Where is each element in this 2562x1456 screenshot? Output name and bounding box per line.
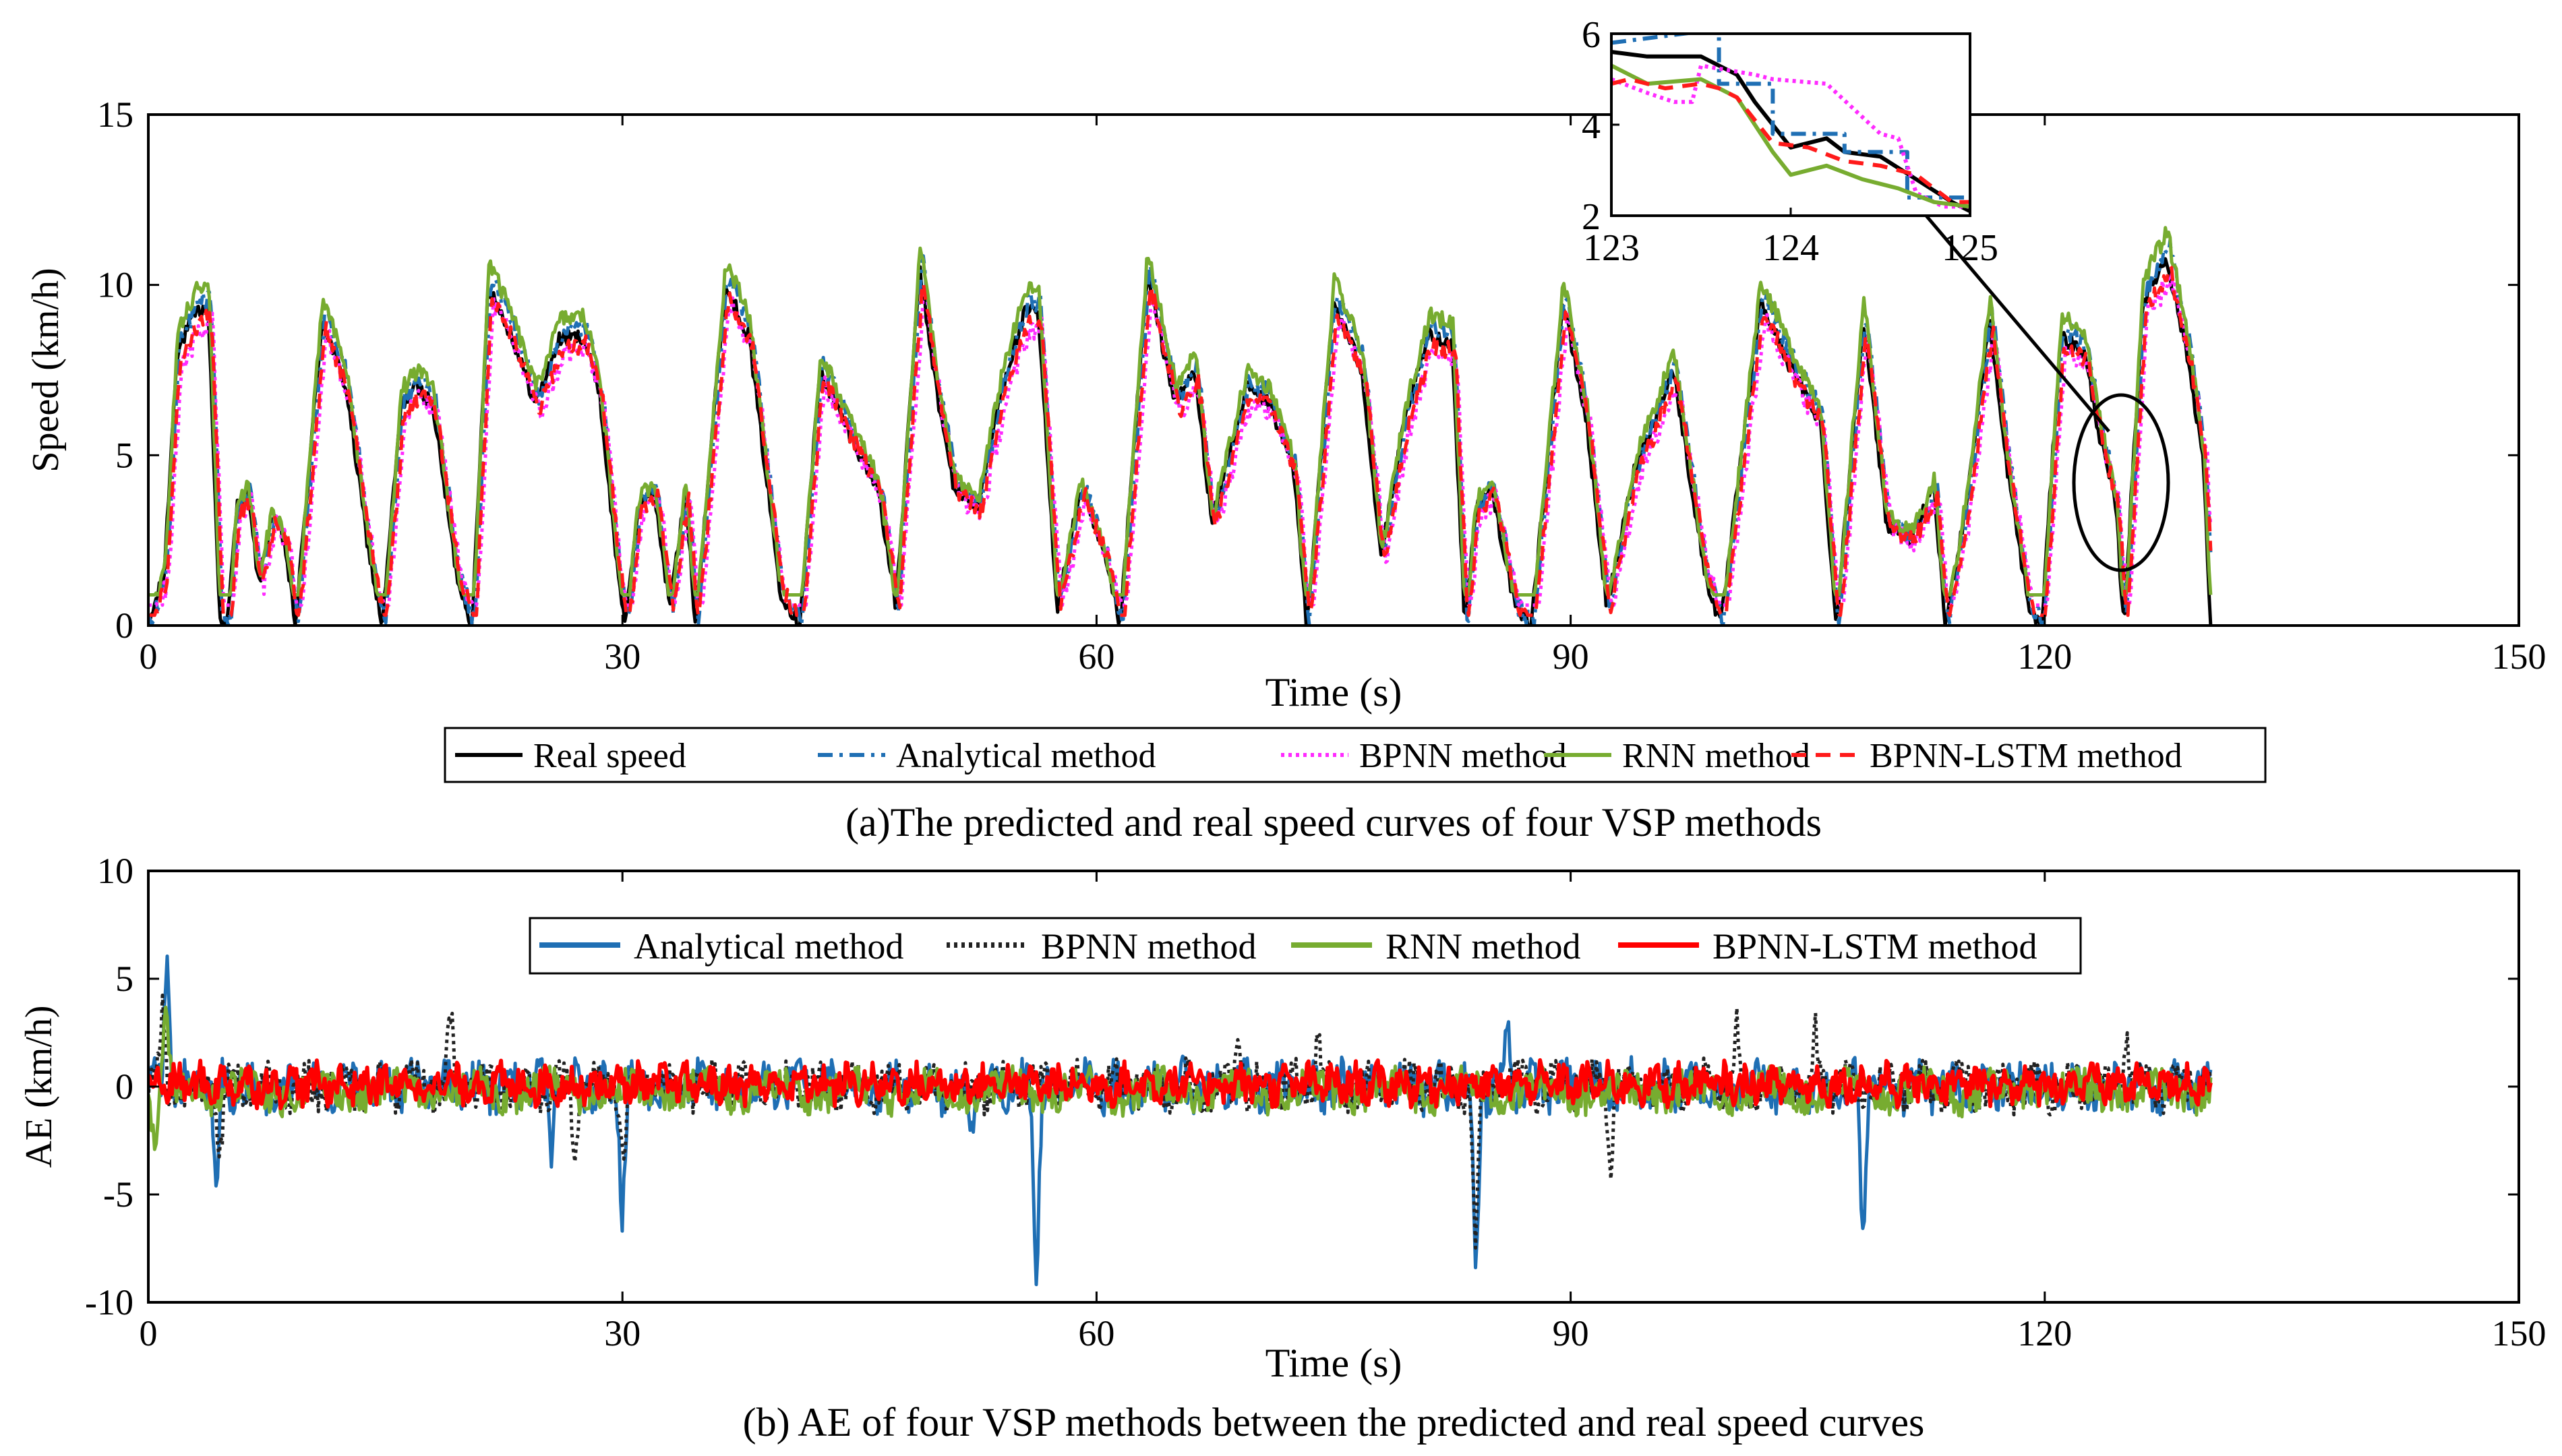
ae-y-axis-label: AE (km/h): [18, 1005, 60, 1167]
ae-series-lines: [148, 954, 2213, 1287]
ae-legend-label: BPNN-LSTM method: [1712, 926, 2037, 967]
inset-background: [1611, 34, 1970, 216]
inset-y-tick-label: 6: [1582, 14, 1601, 56]
speed-x-tick-label: 30: [604, 636, 640, 677]
speed-axis-ticks: 0 30 60 90 120 150 0 5 10 15: [97, 94, 2546, 677]
ae-y-tick-label: 0: [115, 1066, 133, 1107]
speed-legend-label: Analytical method: [896, 737, 1156, 775]
speed-legend: Real speed Analytical method BPNN method RN…: [444, 727, 2267, 783]
ae-x-tick-label: 0: [140, 1313, 158, 1354]
inset-series-lines: [1611, 34, 1970, 213]
speed-legend-label: BPNN method: [1359, 737, 1567, 775]
speed-y-tick-label: 5: [115, 435, 133, 475]
ae-legend-box: [529, 917, 2082, 975]
zoom-highlight-ellipse: [2072, 393, 2170, 572]
speed-legend-label: BPNN-LSTM method: [1870, 737, 2182, 775]
inset-y-tick-label: 4: [1582, 105, 1601, 147]
ae-y-tick-label: -10: [85, 1282, 133, 1323]
speed-x-tick-label: 90: [1553, 636, 1589, 677]
speed-series-rnn-method: [148, 226, 2213, 597]
ae-y-tick-label: 5: [115, 959, 133, 999]
ae-y-tick-label: 10: [97, 851, 133, 891]
ae-series-bpnn-method: [148, 994, 2213, 1250]
ae-x-tick-label: 120: [2017, 1313, 2072, 1354]
speed-legend-label: RNN method: [1622, 737, 1810, 775]
inset-series-bpnn-lstm-method: [1611, 77, 1970, 204]
ae-legend: Analytical method BPNN method RNN method BP…: [529, 917, 2082, 975]
ae-legend-label: BPNN method: [1041, 926, 1257, 967]
speed-x-tick-label: 60: [1078, 636, 1114, 677]
speed-y-tick-label: 10: [97, 265, 133, 305]
inset-x-tick-label: 125: [1942, 227, 1998, 269]
ae-axis-ticks: 0 30 60 90 120 150 -10 -5 0 5 10: [85, 851, 2546, 1354]
ae-chart-caption: (b) AE of four VSP methods between the p…: [743, 1400, 1925, 1445]
speed-x-tick-label: 150: [2492, 636, 2546, 677]
ae-series-analytical-method: [148, 954, 2213, 1287]
speed-y-tick-label: 15: [97, 94, 133, 135]
inset-series-rnn-method: [1611, 63, 1970, 209]
ae-legend-label: Analytical method: [634, 926, 903, 967]
speed-series-bpnn-lstm-method: [148, 264, 2213, 617]
ae-x-tick-label: 60: [1078, 1313, 1114, 1354]
speed-x-axis-label: Time (s): [1265, 670, 1402, 715]
speed-legend-label: Real speed: [533, 737, 686, 775]
ae-x-tick-label: 90: [1553, 1313, 1589, 1354]
speed-series-bpnn-method: [148, 270, 2213, 607]
inset-series-real-speed: [1611, 50, 1970, 213]
speed-y-tick-label: 0: [115, 605, 133, 646]
inset-x-tick-label: 123: [1583, 227, 1640, 269]
ae-x-tick-label: 30: [604, 1313, 640, 1354]
ae-chart: 0 30 60 90 120 150 -10 -5 0 5 10 AE (km/h) Time (s…: [18, 851, 2546, 1445]
speed-x-tick-label: 0: [140, 636, 158, 677]
inset-series-bpnn-method: [1611, 63, 1970, 209]
ae-x-axis-label: Time (s): [1265, 1341, 1402, 1385]
speed-chart: 0 30 60 90 120 150 0 5 10 15 Speed (km/h) Time (s…: [25, 14, 2546, 845]
inset-x-tick-label: 124: [1762, 227, 1819, 269]
speed-chart-caption: (a)The predicted and real speed curves o…: [845, 800, 1822, 845]
speed-y-axis-label: Speed (km/h): [25, 268, 67, 472]
ae-series-bpnn-lstm-method: [148, 1058, 2213, 1111]
speed-series-lines: [148, 226, 2213, 626]
inset-y-tick-label: 2: [1582, 196, 1601, 238]
ae-x-tick-label: 150: [2492, 1313, 2546, 1354]
speed-legend-box: [444, 727, 2267, 783]
zoom-connector-line: [1913, 201, 2110, 433]
speed-plot-frame: [147, 113, 2520, 627]
ae-legend-label: RNN method: [1386, 926, 1581, 967]
ae-y-tick-label: -5: [103, 1174, 133, 1215]
speed-x-tick-label: 120: [2017, 636, 2072, 677]
zoom-inset: 123 124 125 2 4 6: [1582, 14, 1998, 269]
inset-axis-ticks: 123 124 125 2 4 6: [1582, 14, 1998, 269]
